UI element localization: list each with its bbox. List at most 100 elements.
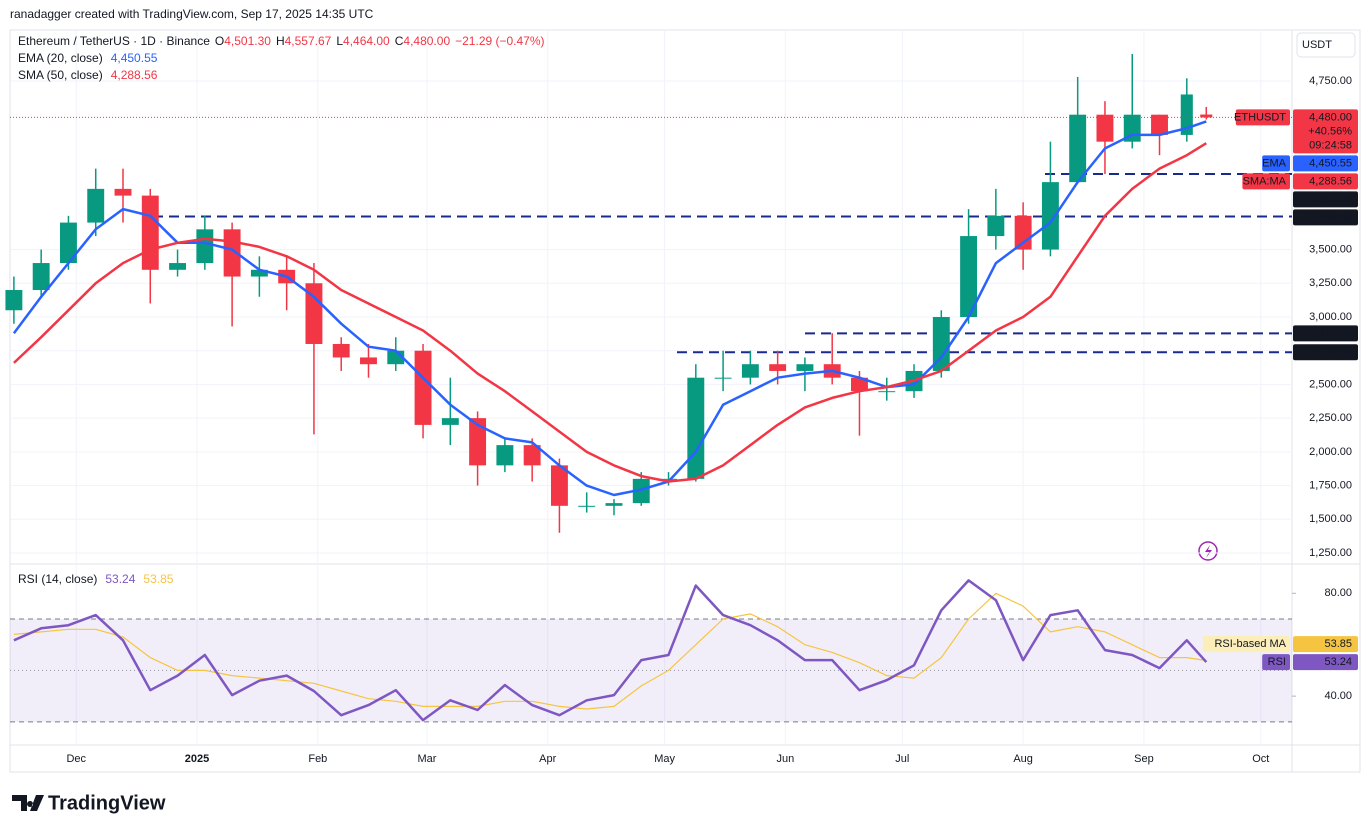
- chart-frame: [9, 29, 1361, 773]
- candle-body: [605, 503, 623, 506]
- y-tick-label: 1,500.00: [1309, 513, 1352, 525]
- price-legend: Ethereum / TetherUS · 1D · Binance O4,501…: [18, 34, 545, 48]
- axis-value-box: [1293, 155, 1358, 172]
- axis-value-box: [1293, 654, 1358, 671]
- legend-part: −21.29 (−0.47%): [455, 34, 544, 48]
- candle-body: [114, 188, 132, 196]
- alert-icon[interactable]: [1198, 541, 1218, 561]
- axis-tag-box: [1242, 173, 1290, 190]
- x-tick-label: Dec: [66, 753, 86, 765]
- currency-box[interactable]: [1296, 32, 1356, 58]
- y-tick-label: 4,750.00: [1309, 75, 1352, 87]
- candle-body: [660, 478, 677, 480]
- indicator-legend: SMA (50, close) 4,288.56: [18, 68, 158, 82]
- legend-part: 53.85: [143, 572, 173, 586]
- axis-value: 2,738.50: [1309, 346, 1352, 358]
- y-tick-label: 2,000.00: [1309, 446, 1352, 458]
- x-tick-label: Sep: [1134, 753, 1154, 765]
- x-tick-label: Jun: [777, 753, 795, 765]
- axis-value: 53.24: [1324, 656, 1352, 668]
- legend-part: O: [215, 34, 224, 48]
- y-tick-label: 2,250.00: [1309, 412, 1352, 424]
- candle-body: [250, 269, 268, 277]
- legend-part: C: [395, 34, 404, 48]
- indicator-legend: EMA (20, close) 4,450.55: [18, 51, 158, 65]
- y-tick-label: 2,500.00: [1309, 378, 1352, 390]
- legend-part: 53.24: [105, 572, 135, 586]
- axis-tag-box: [1262, 654, 1290, 671]
- legend-part: 4,464.00: [343, 34, 390, 48]
- candle-body: [741, 364, 759, 378]
- candle-body: [87, 188, 105, 223]
- credit: ranadagger created with TradingView.com,…: [10, 7, 374, 21]
- x-tick-label: Mar: [417, 753, 436, 765]
- candle-body: [550, 465, 568, 506]
- candle-body: [1096, 114, 1114, 142]
- axis-tag: EMA: [1262, 157, 1287, 169]
- candle-body: [796, 364, 814, 371]
- axis-tag-box: [1262, 155, 1290, 172]
- candle-body: [578, 505, 596, 507]
- candle-body: [496, 445, 514, 466]
- candle-body: [523, 445, 541, 466]
- legend-part: 4,557.67: [285, 34, 332, 48]
- axis-value: 4,060.00: [1309, 193, 1352, 205]
- axis-value-box: [1293, 109, 1358, 154]
- axis-tag-box: [1202, 636, 1290, 653]
- y-tick-label: 80.00: [1324, 587, 1352, 599]
- candle-body: [932, 317, 950, 371]
- currency: USDT: [1302, 39, 1332, 51]
- candle-body: [851, 377, 868, 392]
- rsi-legend: RSI (14, close) 53.24 53.85: [18, 572, 174, 586]
- candle-body: [769, 364, 787, 371]
- axis-value-box: [1293, 191, 1358, 208]
- y-tick-label: 1,250.00: [1309, 547, 1352, 559]
- candle-body: [59, 222, 77, 264]
- legend-part: 4,501.30: [224, 34, 271, 48]
- axis-value: 4,450.55: [1309, 157, 1352, 169]
- axis-value-box: [1293, 344, 1358, 361]
- rsi-line: [13, 592, 1207, 710]
- candle-body: [441, 418, 459, 425]
- indicator-line: [12, 120, 1207, 497]
- x-tick-label: Feb: [308, 753, 327, 765]
- y-tick-label: 40.00: [1324, 690, 1352, 702]
- axis-value: 4,288.56: [1309, 175, 1352, 187]
- x-tick-label: Aug: [1013, 753, 1033, 765]
- axis-tag: RSI: [1268, 656, 1286, 668]
- x-tick-label: May: [654, 753, 675, 765]
- candle-body: [878, 391, 896, 393]
- candle-body: [32, 263, 50, 291]
- candle-body: [960, 236, 978, 317]
- candle-body: [987, 215, 1005, 237]
- axis-tag-box: [1235, 109, 1290, 126]
- candle-body: [1041, 182, 1059, 250]
- candle-body: [632, 478, 650, 504]
- legend-part: EMA (20, close): [18, 51, 103, 65]
- x-tick-label: Oct: [1252, 753, 1269, 765]
- candle-body: [469, 418, 487, 466]
- x-tick-label: 2025: [185, 753, 209, 765]
- candle-body: [5, 290, 23, 311]
- candle-body: [1151, 114, 1168, 135]
- candle-body: [414, 350, 432, 425]
- legend-part: 4,450.55: [111, 51, 158, 65]
- rsi-line: [13, 579, 1208, 722]
- logo-text: TradingView: [48, 792, 166, 814]
- candle-body: [360, 357, 377, 365]
- axis-value: 4,480.00: [1309, 111, 1352, 123]
- axis-value: 2,879.00: [1309, 327, 1352, 339]
- y-tick-label: 3,000.00: [1309, 311, 1352, 323]
- candle-body: [169, 263, 187, 270]
- axis-tag: RSI-based MA: [1214, 638, 1286, 650]
- axis-tag: ETHUSDT: [1234, 111, 1286, 123]
- legend-part: H: [276, 34, 285, 48]
- axis-value-box: [1293, 209, 1358, 226]
- candle-body: [714, 377, 732, 379]
- axis-tag: SMA:MA: [1243, 175, 1287, 187]
- alert-icon-bolt: [1205, 545, 1212, 558]
- candle-body: [141, 195, 159, 270]
- legend-part: 4,480.00: [403, 34, 450, 48]
- legend-part: 4,288.56: [111, 68, 158, 82]
